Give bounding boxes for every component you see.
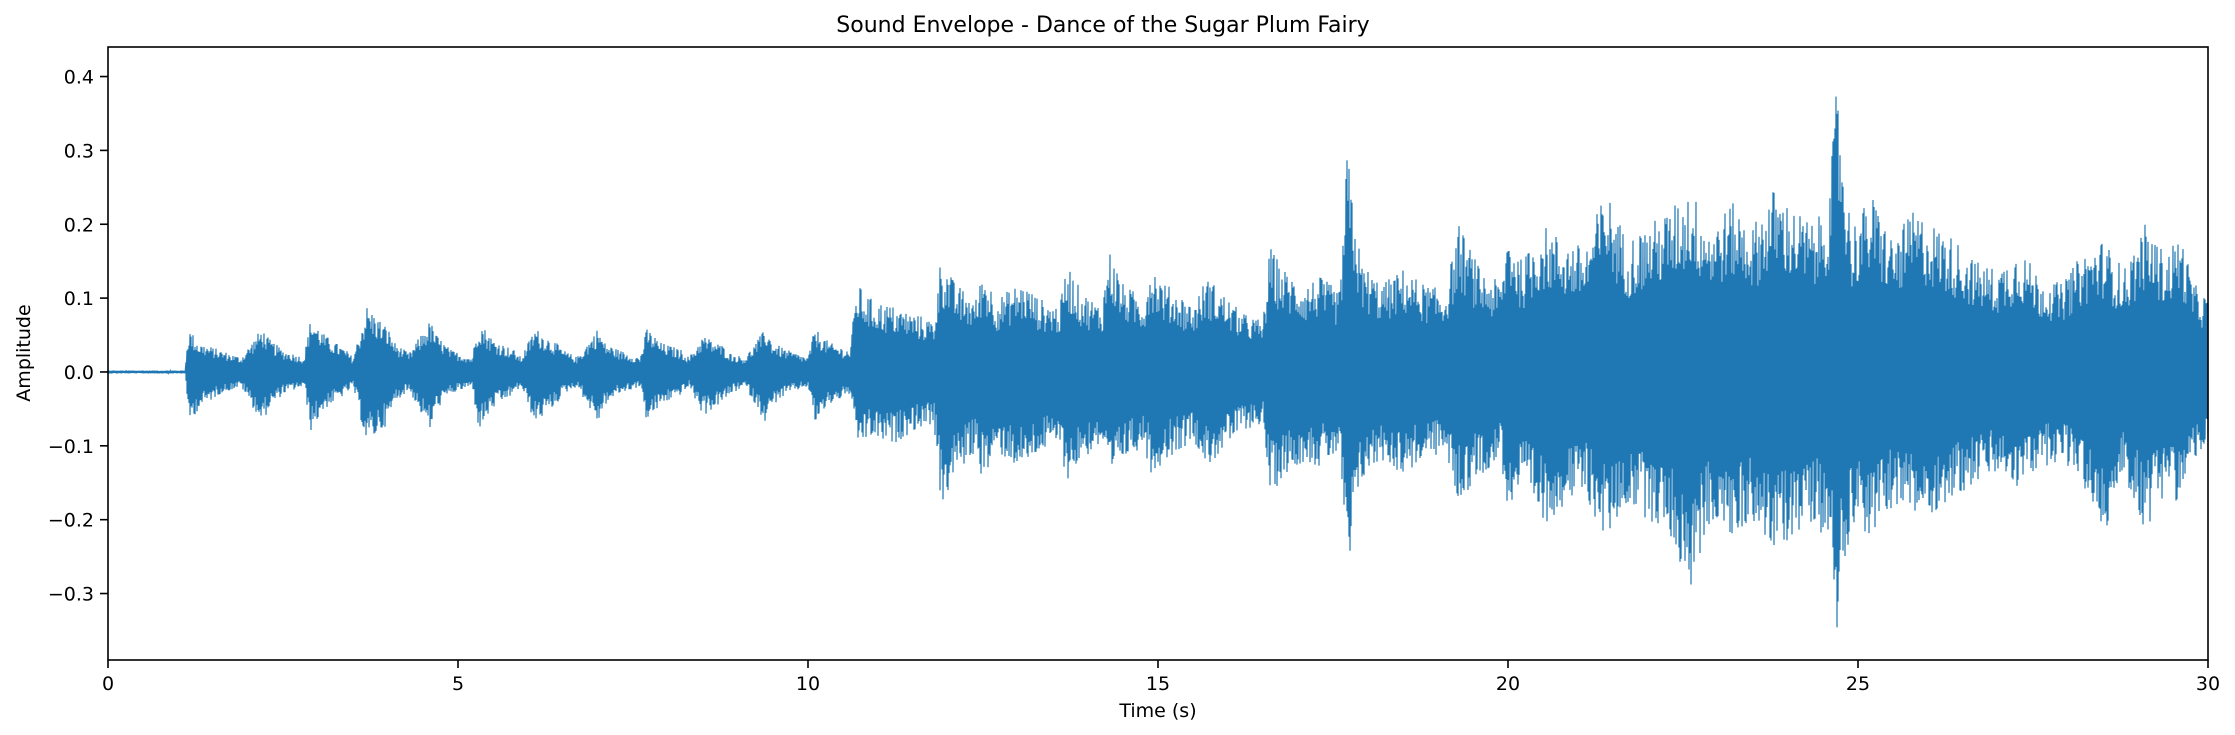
x-tick-label: 20	[1496, 673, 1520, 695]
x-tick-label: 30	[2196, 673, 2220, 695]
y-tick-label: −0.1	[48, 436, 94, 458]
y-axis-label: Amplitude	[13, 304, 35, 401]
y-tick-label: 0.1	[64, 288, 94, 310]
x-axis-label: Time (s)	[1118, 700, 1196, 722]
chart-title: Sound Envelope - Dance of the Sugar Plum…	[836, 13, 1369, 38]
y-tick-label: −0.3	[48, 584, 94, 606]
y-tick-label: 0.2	[64, 214, 94, 236]
x-tick-label: 10	[796, 673, 820, 695]
x-tick-label: 5	[452, 673, 464, 695]
y-tick-label: 0.3	[64, 140, 94, 162]
y-tick-label: 0.0	[64, 362, 94, 384]
x-tick-label: 15	[1146, 673, 1170, 695]
y-tick-label: 0.4	[64, 67, 94, 89]
axes-frame	[107, 46, 2209, 661]
x-tick-label: 0	[102, 673, 114, 695]
x-tick-label: 25	[1846, 673, 1870, 695]
y-axis: −0.3 −0.2 −0.1 0.0 0.1 0.2 0.3 0.4	[48, 67, 108, 606]
waveform-series-line	[107, 96, 2209, 628]
plot-area	[107, 96, 2209, 628]
y-tick-label: −0.2	[48, 510, 94, 532]
x-axis: 0 5 10 15 20 25 30	[102, 660, 2220, 695]
